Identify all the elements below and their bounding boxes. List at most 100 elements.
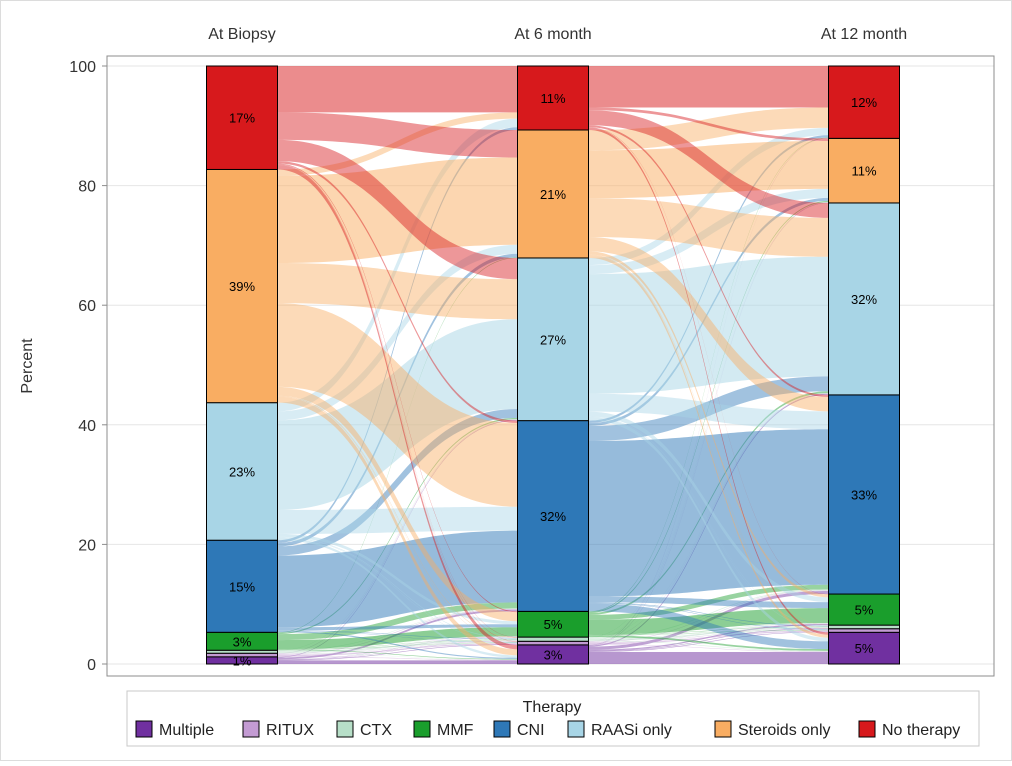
flow-steroids-only-to-steroids-only-t2 (588, 141, 829, 199)
flow-raasi-only-to-ritux-t2 (588, 416, 829, 630)
flow-ritux-to-ctx-t2 (588, 627, 829, 644)
flow-ctx-to-multiple-t2 (588, 640, 829, 652)
flow-bands (277, 66, 829, 664)
legend-item-mmf: MMF (413, 720, 474, 739)
legend-label-multiple: Multiple (159, 722, 214, 739)
flow-cni-to-ritux-t1 (277, 630, 518, 643)
flow-ctx-to-ritux-t2 (588, 630, 829, 641)
flow-mmf-to-steroids-only-t2 (588, 200, 829, 614)
timepoint-titles: At Biopsy At 6 month At 12 month (208, 26, 907, 43)
segment-label-at-6-month-mmf: 5% (544, 617, 563, 632)
flow-raasi-only-to-multiple-t1 (277, 537, 518, 658)
legend-label-cni: CNI (517, 722, 545, 739)
legend-label-no-therapy: No therapy (882, 722, 960, 739)
flow-multiple-to-no-therapy-t2 (588, 138, 829, 646)
flow-raasi-only-to-mmf-t2 (588, 411, 829, 603)
bar-segment-at-12-month-ritux (828, 628, 900, 633)
flow-multiple-to-ritux-t2 (588, 631, 829, 653)
timepoint-title-at-6-month: At 6 month (514, 26, 591, 43)
flow-cni-to-ctx-t1 (277, 630, 518, 640)
flow-cni-to-ritux-t2 (588, 603, 829, 630)
flow-no-therapy-to-cni-t1 (277, 161, 518, 424)
bar-segment-at-6-month-steroids-only (517, 129, 589, 259)
timepoint-title-at-12-month: At 12 month (821, 26, 907, 43)
flow-multiple-to-mmf-t1 (277, 636, 518, 660)
flow-mmf-to-mmf-t2 (588, 608, 829, 635)
flow-multiple-to-multiple-t2 (588, 652, 829, 664)
flow-ctx-to-ritux-t1 (277, 642, 518, 653)
flow-steroids-only-to-steroids-only-t1 (277, 157, 518, 264)
segment-label-at-12-month-raasi-only: 32% (851, 292, 877, 307)
flow-no-therapy-to-cni-t2 (588, 125, 829, 397)
flow-steroids-only-to-mmf-t2 (588, 251, 829, 598)
flow-no-therapy-to-multiple-t2 (588, 127, 829, 635)
flow-raasi-only-to-cni-t2 (588, 393, 829, 430)
legend-swatch-ctx (336, 720, 354, 738)
flow-steroids-only-to-cni-t2 (588, 237, 829, 412)
flow-steroids-only-to-raasi-only-t1 (277, 263, 518, 320)
flow-mmf-to-ctx-t1 (277, 639, 518, 650)
flow-ctx-to-mmf-t1 (277, 636, 518, 652)
flow-raasi-only-to-steroids-only-t2 (588, 188, 829, 275)
flow-mmf-to-multiple-t2 (588, 635, 829, 651)
flow-steroids-only-to-ctx-t2 (588, 254, 829, 626)
bar-segment-at-biopsy-no-therapy (206, 65, 278, 170)
segment-label-at-6-month-cni: 32% (540, 509, 566, 524)
flow-raasi-only-to-ctx-t2 (588, 416, 829, 626)
legend-item-cni: CNI (493, 720, 545, 739)
segment-label-at-biopsy-steroids-only: 39% (229, 279, 255, 294)
flow-raasi-only-to-ritux-t1 (277, 537, 518, 643)
flow-cni-to-raasi-only-t1 (277, 408, 518, 556)
flow-mmf-to-multiple-t1 (277, 649, 518, 660)
flow-raasi-only-to-raasi-only-t1 (277, 319, 518, 511)
flow-steroids-only-to-ritux-t2 (588, 254, 829, 630)
segment-label-at-6-month-raasi-only: 27% (540, 332, 566, 347)
segment-label-at-12-month-steroids-only: 11% (851, 164, 876, 179)
flow-cni-to-cni-t1 (277, 530, 518, 628)
flow-ctx-to-cni-t1 (277, 608, 518, 652)
segment-label-at-biopsy-mmf: 3% (233, 634, 252, 649)
segment-label-at-6-month-steroids-only: 21% (540, 187, 566, 202)
segment-label-at-biopsy-cni: 15% (229, 579, 255, 594)
segment-label-at-biopsy-raasi-only: 23% (229, 464, 255, 479)
flow-ritux-to-multiple-t2 (588, 644, 829, 653)
legend-swatch-no-therapy (858, 720, 876, 738)
bar-segment-at-6-month-cni (517, 420, 589, 612)
flow-cni-to-raasi-only-t2 (588, 376, 829, 441)
flow-multiple-to-ctx-t2 (588, 628, 829, 652)
flow-steroids-only-to-multiple-t2 (588, 254, 829, 638)
flow-raasi-only-to-cni-t1 (277, 506, 518, 534)
bar-segment-at-biopsy-cni (206, 539, 278, 633)
flow-steroids-only-to-mmf-t1 (277, 386, 518, 622)
segment-label-at-biopsy-no-therapy: 17% (229, 111, 255, 126)
y-tick-label-40: 40 (78, 418, 96, 435)
bar-segment-at-12-month-mmf (828, 593, 900, 626)
legend-label-steroids-only: Steroids only (738, 722, 831, 739)
bar-segment-at-12-month-raasi-only (828, 202, 900, 396)
stacked-bars (206, 65, 900, 665)
legend-item-raasi-only: RAASi only (567, 720, 672, 739)
flow-mmf-to-ritux-t2 (588, 629, 829, 636)
bar-segment-at-12-month-no-therapy (828, 65, 900, 139)
flow-cni-to-ctx-t2 (588, 602, 829, 627)
legend-swatch-steroids-only (714, 720, 732, 738)
flow-steroids-only-to-raasi-only-t2 (588, 198, 829, 257)
bar-segment-at-12-month-multiple (828, 631, 900, 665)
flow-steroids-only-to-ritux-t1 (277, 396, 518, 642)
flow-mmf-to-cni-t1 (277, 602, 518, 641)
flow-raasi-only-to-ctx-t1 (277, 536, 518, 639)
flow-no-therapy-to-ctx-t1 (277, 164, 518, 638)
flow-raasi-only-to-raasi-only-t2 (588, 256, 829, 394)
flow-mmf-to-raasi-only-t1 (277, 417, 518, 635)
segment-label-at-12-month-cni: 33% (851, 487, 877, 502)
legend-item-no-therapy: No therapy (858, 720, 960, 739)
flow-cni-to-cni-t2 (588, 429, 829, 597)
segment-label-at-12-month-no-therapy: 12% (851, 95, 877, 110)
flow-multiple-to-ritux-t1 (277, 644, 518, 661)
segment-labels: 1% 3% 15% 23% 39% 17% 3% 5% 32% 27% 21% 11% 5% 5% 33% 3… (229, 91, 877, 668)
legend-item-ctx: CTX (336, 720, 392, 739)
flow-steroids-only-to-multiple-t1 (277, 396, 518, 656)
flow-ritux-to-ritux-t1 (277, 643, 518, 657)
flow-no-therapy-to-mmf-t1 (277, 163, 518, 613)
